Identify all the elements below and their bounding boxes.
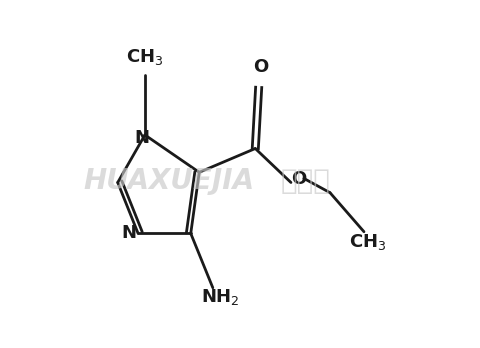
Text: O: O <box>291 170 306 188</box>
Text: CH$_3$: CH$_3$ <box>126 47 164 67</box>
Text: CH$_3$: CH$_3$ <box>348 232 386 252</box>
Text: 化学加: 化学加 <box>281 167 331 195</box>
Text: N: N <box>135 129 150 147</box>
Text: HUAXUEJIA: HUAXUEJIA <box>84 167 255 195</box>
Text: N: N <box>121 224 136 243</box>
Text: NH$_2$: NH$_2$ <box>201 287 240 307</box>
Text: O: O <box>253 58 268 76</box>
